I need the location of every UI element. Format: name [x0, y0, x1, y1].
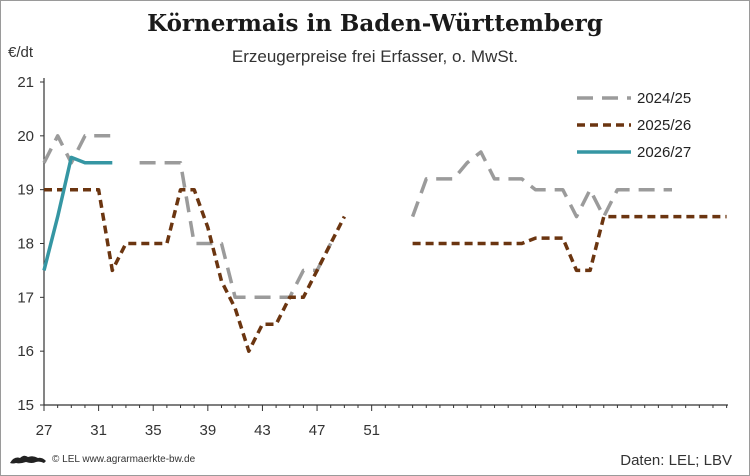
x-tick-label: 51	[363, 422, 380, 439]
x-tick-label: 35	[145, 422, 162, 439]
x-tick-label: 27	[36, 422, 53, 439]
legend-label-3: 2026/27	[637, 144, 691, 161]
footer-copyright-text: © LEL www.agrarmaerkte-bw.de	[52, 453, 196, 465]
y-tick-label: 15	[17, 397, 34, 414]
series-line-2	[44, 187, 727, 353]
legend: 2024/25 2025/26 2026/27	[577, 90, 691, 161]
series-line-3	[42, 155, 113, 271]
y-axis-label: €/dt	[8, 44, 34, 61]
y-tick-label: 18	[17, 236, 34, 253]
y-tick-label: 16	[17, 343, 34, 360]
y-tick-label: 20	[17, 128, 34, 145]
legend-label-2: 2025/26	[637, 117, 691, 134]
x-tick-label: 43	[254, 422, 271, 439]
series-line-1	[42, 134, 672, 300]
footer-source: Daten: LEL; LBV	[620, 452, 732, 469]
x-ticks: 27 31 35 39 43 47 51	[36, 405, 728, 439]
axes	[43, 78, 728, 406]
footer-copyright: © LEL www.agrarmaerkte-bw.de	[8, 452, 195, 466]
x-tick-label: 39	[199, 422, 216, 439]
y-tick-label: 17	[17, 289, 34, 306]
y-tick-label: 19	[17, 182, 34, 199]
y-tick-label: 21	[17, 74, 34, 91]
x-tick-label: 47	[309, 422, 326, 439]
series-layer	[42, 134, 727, 353]
legend-label-1: 2024/25	[637, 90, 691, 107]
y-ticks: 15 16 17 18 19 20 21	[17, 74, 44, 414]
lion-logo-icon	[10, 455, 46, 464]
chart-title: Körnermais in Baden-Württemberg	[147, 10, 603, 37]
chart-subtitle: Erzeugerpreise frei Erfasser, o. MwSt.	[231, 47, 519, 66]
x-tick-label: 31	[90, 422, 107, 439]
